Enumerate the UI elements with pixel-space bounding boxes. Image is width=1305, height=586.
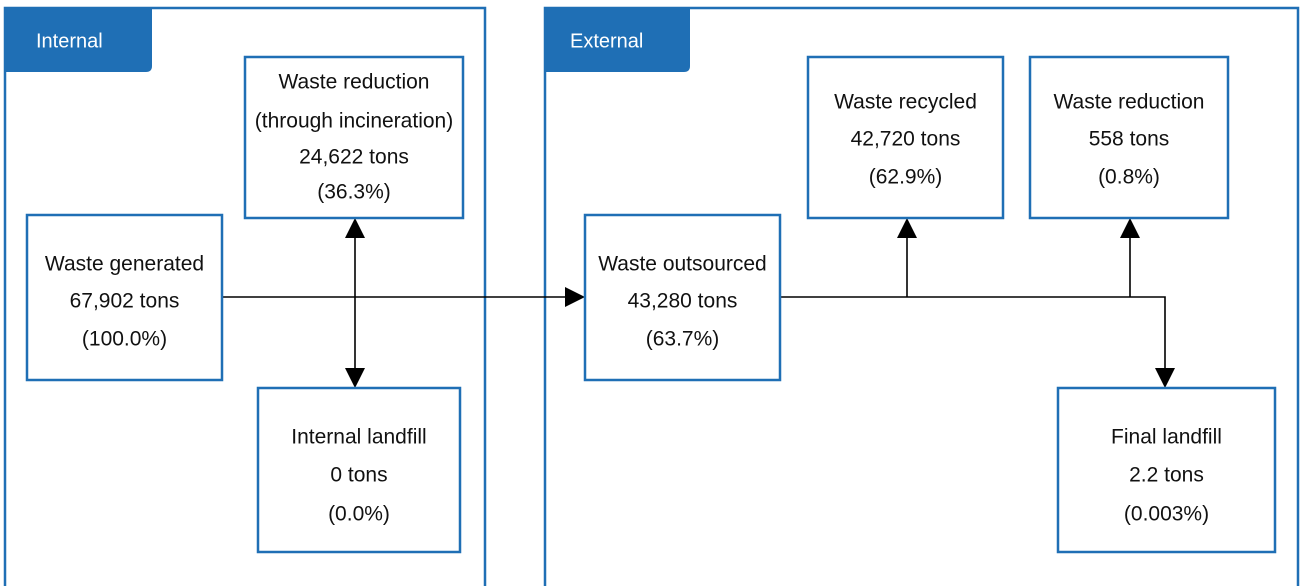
external-tab — [545, 8, 690, 72]
node-text: Waste reduction — [279, 71, 430, 94]
node-text: (36.3%) — [317, 181, 391, 204]
node-text: 0 tons — [330, 464, 387, 487]
node-text: Waste recycled — [834, 91, 977, 114]
node-text: (0.8%) — [1098, 166, 1160, 189]
connectors — [222, 218, 1175, 388]
node-text: Waste outsourced — [598, 253, 766, 276]
node-text: 67,902 tons — [70, 290, 180, 313]
internal-tab — [5, 8, 152, 72]
node-text: 2.2 tons — [1129, 464, 1204, 487]
node-text: Final landfill — [1111, 426, 1222, 449]
node-text: 43,280 tons — [628, 290, 738, 313]
node-box — [583, 213, 782, 382]
node-text: 558 tons — [1089, 128, 1170, 151]
node-box — [806, 55, 1005, 220]
node-text: (through incineration) — [255, 110, 453, 133]
node-text: 24,622 tons — [299, 146, 409, 169]
node-text: (63.7%) — [646, 328, 720, 351]
node-box — [256, 386, 462, 554]
node-box — [1056, 386, 1277, 554]
node-box — [243, 55, 465, 220]
node-text: (62.9%) — [869, 166, 943, 189]
node-text: Internal landfill — [291, 426, 426, 449]
node-box — [25, 213, 224, 382]
node-text: (0.003%) — [1124, 503, 1209, 526]
node-text: Waste reduction — [1054, 91, 1205, 114]
node-text: 42,720 tons — [851, 128, 961, 151]
node-text: (0.0%) — [328, 503, 390, 526]
section-label: External — [570, 30, 643, 52]
node-text: (100.0%) — [82, 328, 167, 351]
node-box — [1028, 55, 1230, 220]
section-label: Internal — [36, 30, 103, 52]
node-text: Waste generated — [45, 253, 204, 276]
